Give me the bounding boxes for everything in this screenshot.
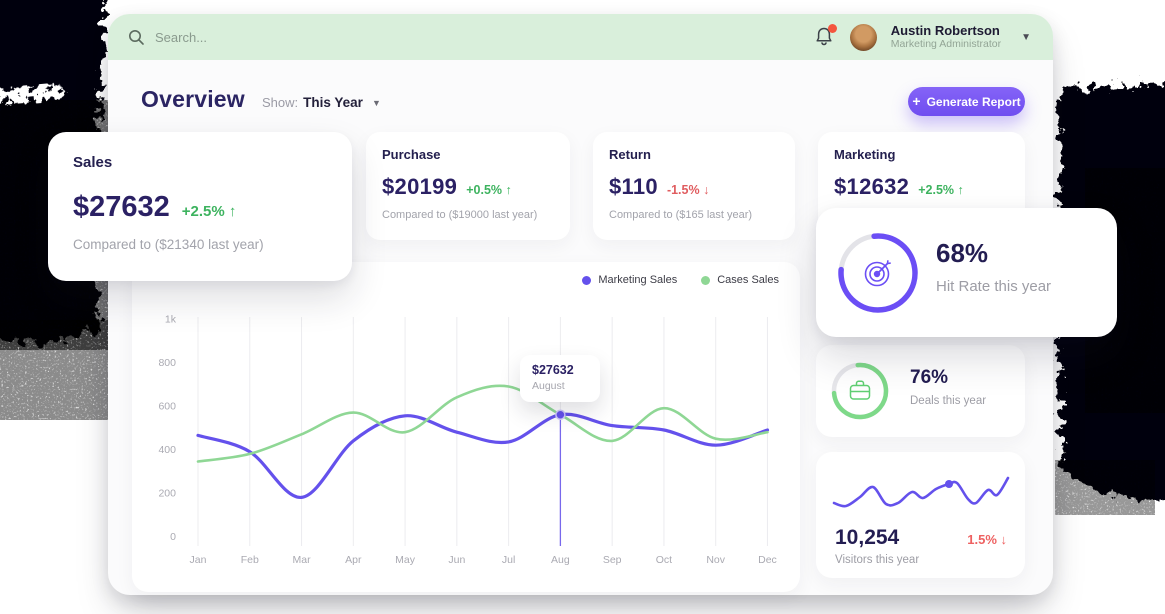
y-tick-label: 1k: [165, 314, 177, 326]
x-tick-label: Sep: [603, 554, 622, 566]
hit-rate-label: Hit Rate this year: [936, 278, 1052, 295]
target-icon: [864, 260, 891, 287]
topbar-right: Austin Robertson Marketing Administrator…: [814, 22, 1053, 51]
visitors-sparkline: [832, 476, 1010, 508]
return-value: $110: [609, 174, 658, 199]
deals-label: Deals this year: [910, 395, 987, 407]
x-tick-label: Feb: [241, 554, 259, 566]
legend-item-marketing-sales[interactable]: Marketing Sales: [582, 274, 677, 286]
search-input[interactable]: [155, 29, 455, 45]
purchase-delta: +0.5% ↑: [466, 183, 512, 197]
page-title: Overview: [141, 86, 245, 112]
x-tick-label: Nov: [706, 554, 725, 566]
legend-dot-green: [701, 275, 711, 285]
purchase-compare: Compared to ($19000 last year): [382, 209, 538, 221]
x-tick-label: Aug: [551, 554, 570, 566]
tooltip-label: August: [532, 380, 565, 392]
x-tick-label: Dec: [758, 554, 777, 566]
user-name: Austin Robertson: [890, 22, 1000, 38]
tooltip-value: $27632: [532, 363, 574, 377]
sales-summary-card: Sales $27632 +2.5% ↑ Compared to ($21340…: [48, 132, 352, 281]
briefcase-icon: [849, 380, 871, 400]
marketing-value: $12632: [834, 174, 910, 199]
visitors-value: 10,254: [835, 526, 900, 549]
visitors-card: 10,254 1.5% ↓ Visitors this year: [816, 452, 1025, 578]
show-dropdown[interactable]: Show: This Year ▼: [262, 95, 381, 110]
notification-bell-icon[interactable]: [814, 24, 837, 48]
sales-value: $27632: [73, 191, 170, 223]
show-caret-down-icon: ▼: [371, 97, 381, 108]
x-tick-label: Mar: [292, 554, 311, 566]
avatar[interactable]: [849, 23, 877, 51]
y-tick-label: 600: [158, 401, 176, 413]
search-icon: [129, 29, 144, 45]
show-label: Show:: [262, 95, 299, 110]
deals-value: 76%: [910, 367, 949, 388]
generate-report-label: Generate Report: [926, 94, 1021, 109]
tooltip-dot: [555, 409, 566, 420]
purchase-card: Purchase $20199 +0.5% ↑ Compared to ($19…: [366, 132, 570, 240]
hit-rate-card: 68% Hit Rate this year: [816, 208, 1117, 337]
sales-delta: +2.5% ↑: [181, 203, 237, 220]
x-tick-label: Jun: [448, 554, 465, 566]
y-tick-label: 200: [158, 488, 176, 500]
plus-icon: +: [912, 93, 921, 109]
visitors-label: Visitors this year: [835, 554, 920, 566]
chart-legend: Marketing Sales Cases Sales: [582, 274, 779, 286]
x-tick-label: Jul: [502, 554, 515, 566]
x-tick-label: Apr: [345, 554, 362, 566]
x-tick-label: Oct: [656, 554, 672, 566]
sales-title: Sales: [73, 154, 113, 171]
y-tick-label: 400: [158, 444, 176, 456]
return-card: Return $110 -1.5% ↓ Compared to ($165 la…: [593, 132, 795, 240]
sparkline-path: [832, 476, 1010, 508]
user-meta: Austin Robertson Marketing Administrator: [890, 22, 1002, 51]
legend-item-cases-sales[interactable]: Cases Sales: [701, 274, 779, 286]
series-line-marketing-sales: [196, 412, 770, 499]
x-tick-label: May: [395, 554, 416, 566]
notification-dot: [827, 24, 837, 33]
line-chart: Jan Feb Mar Apr May Jun Jul Aug Sep Oct Nov Dec 0 200…: [158, 314, 777, 567]
sales-compare: Compared to ($21340 last year): [73, 237, 264, 252]
user-menu-chevron-down-icon[interactable]: ▼: [1021, 31, 1031, 43]
series-line-cases-sales: [196, 384, 769, 463]
hit-rate-value: 68%: [936, 238, 989, 268]
user-role: Marketing Administrator: [890, 38, 1002, 51]
show-value: This Year: [303, 95, 363, 110]
legend-label-marketing-sales: Marketing Sales: [598, 274, 678, 286]
hit-rate-ring: [838, 233, 918, 313]
return-compare: Compared to ($165 last year): [609, 209, 753, 221]
purchase-value: $20199: [382, 174, 458, 199]
generate-report-button[interactable]: + Generate Report: [908, 87, 1025, 116]
chart-tooltip: $27632 August: [520, 355, 600, 402]
visitors-delta: 1.5% ↓: [967, 532, 1007, 547]
bell-icon: [816, 27, 832, 46]
legend-dot-purple: [582, 275, 592, 285]
purchase-title: Purchase: [382, 147, 441, 162]
y-tick-label: 800: [158, 357, 176, 369]
marketing-delta: +2.5% ↑: [918, 183, 964, 197]
return-delta: -1.5% ↓: [666, 183, 710, 197]
x-tick-label: Jan: [190, 554, 207, 566]
y-tick-label: 0: [170, 531, 176, 543]
legend-label-cases-sales: Cases Sales: [717, 274, 779, 286]
search-bar[interactable]: [108, 29, 814, 46]
marketing-title: Marketing: [834, 147, 896, 162]
deals-ring: [831, 362, 889, 420]
sparkline-dot: [945, 480, 953, 488]
sales-chart-card: Marketing Sales Cases Sales Jan Feb Mar Apr…: [132, 262, 800, 592]
dashboard-window: Austin Robertson Marketing Administrator…: [108, 14, 1053, 595]
topbar: Austin Robertson Marketing Administrator…: [108, 14, 1053, 60]
return-title: Return: [609, 147, 651, 162]
deals-card: 76% Deals this year: [816, 345, 1025, 437]
